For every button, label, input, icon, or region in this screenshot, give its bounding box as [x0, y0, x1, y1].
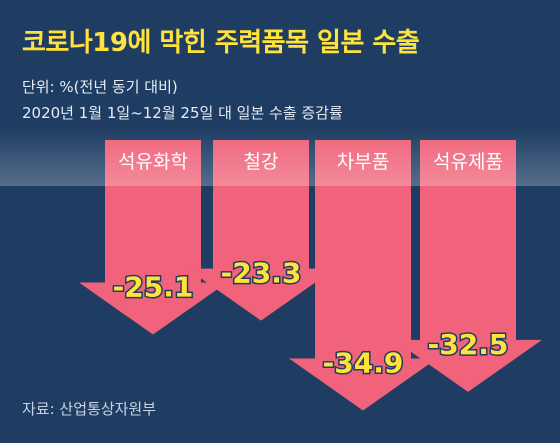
category-label: 석유제품 — [433, 151, 503, 173]
category-label: 차부품 — [337, 151, 389, 173]
chart-title: 코로나19에 막힌 주력품목 일본 수출 — [22, 28, 420, 58]
category-label: 철강 — [244, 151, 279, 173]
value-label: -25.1 — [113, 271, 194, 304]
chart-source: 자료: 산업통상자원부 — [22, 400, 157, 418]
chart-subtitle-period: 2020년 1월 1일~12월 25일 대 일본 수출 증감률 — [22, 104, 343, 122]
arrow-bar — [394, 140, 542, 392]
arrow-bar — [79, 140, 227, 335]
header-band — [0, 128, 560, 186]
value-label: -34.9 — [323, 346, 404, 379]
value-label: -32.5 — [428, 328, 509, 361]
category-label: 석유화학 — [118, 151, 188, 173]
chart-subtitle-unit: 단위: %(전년 동기 대비) — [22, 78, 178, 96]
value-label: -23.3 — [221, 257, 302, 290]
